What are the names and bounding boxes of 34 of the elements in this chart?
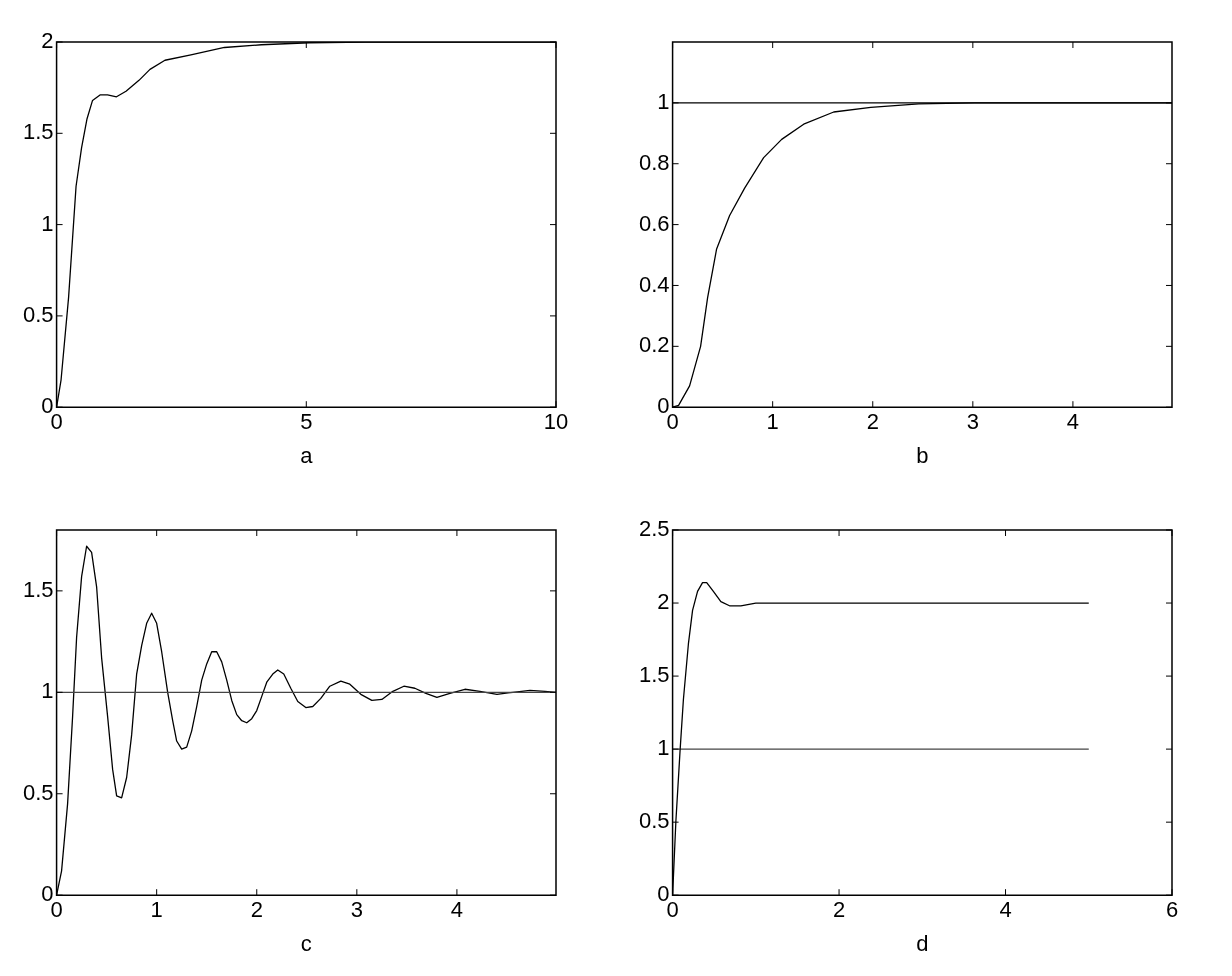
x-tick-label: 5 <box>300 409 313 435</box>
y-tick-label: 0.6 <box>638 210 670 236</box>
x-axis-title: d <box>916 930 929 956</box>
x-tick-label: 1 <box>150 897 163 923</box>
y-tick-label: 0.5 <box>22 779 54 805</box>
y-tick-label: 0.5 <box>22 301 54 327</box>
x-tick-label: 2 <box>832 897 846 923</box>
y-tick-label: 2 <box>41 28 54 54</box>
x-tick-label: 6 <box>1165 897 1179 923</box>
x-tick-label: 4 <box>999 897 1012 923</box>
x-tick-label: 2 <box>866 409 879 435</box>
y-tick-label: 0.4 <box>638 271 670 297</box>
y-tick-label: 2 <box>657 589 670 615</box>
x-axis-title: a <box>300 442 314 468</box>
x-axis-title: c <box>300 930 312 956</box>
y-tick-label: 1.5 <box>22 576 54 602</box>
y-tick-label: 1.5 <box>22 119 54 145</box>
x-tick-label: 3 <box>350 897 363 923</box>
x-axis-title: b <box>916 442 929 468</box>
x-tick-label: 4 <box>450 897 464 923</box>
y-tick-label: 1.5 <box>638 662 670 688</box>
x-tick-label: 10 <box>543 409 569 435</box>
y-tick-label: 0.8 <box>638 149 670 175</box>
y-tick-label: 1 <box>41 678 54 704</box>
x-tick-label: 1 <box>766 409 779 435</box>
x-tick-label: 3 <box>966 409 979 435</box>
y-tick-label: 2.5 <box>638 516 670 542</box>
y-tick-label: 0.5 <box>638 808 670 834</box>
y-tick-label: 1 <box>657 88 670 114</box>
y-tick-label: 0.2 <box>638 332 670 358</box>
y-tick-label: 1 <box>41 210 54 236</box>
y-tick-label: 1 <box>657 735 670 761</box>
x-tick-label: 2 <box>250 897 263 923</box>
x-tick-label: 4 <box>1066 409 1080 435</box>
